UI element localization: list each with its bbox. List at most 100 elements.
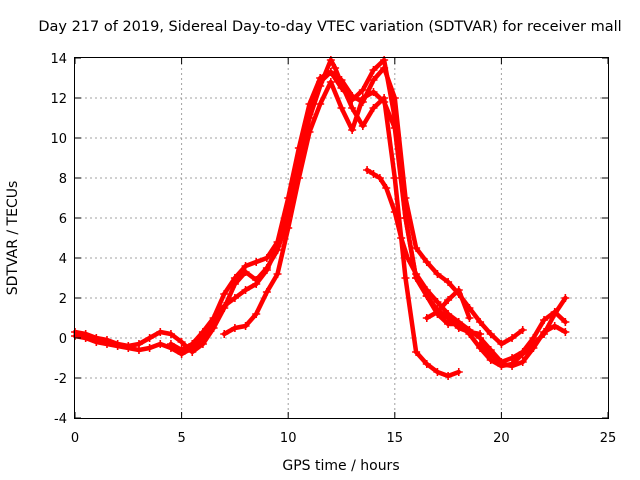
data-point <box>550 322 559 330</box>
data-point <box>561 294 570 302</box>
data-point <box>433 298 442 306</box>
y-tick-label: 12 <box>50 92 67 107</box>
data-point <box>486 330 495 338</box>
data-point <box>412 244 421 252</box>
data-point <box>326 68 335 76</box>
data-point <box>550 308 559 316</box>
data-point <box>273 270 282 278</box>
data-point <box>369 76 378 84</box>
data-point <box>252 258 261 266</box>
data-point <box>444 310 453 318</box>
data-point <box>476 340 485 348</box>
y-tick-label: 0 <box>59 332 67 347</box>
series-line-2 <box>72 57 483 355</box>
data-point <box>230 324 239 332</box>
data-point <box>316 100 325 108</box>
data-point <box>337 76 346 84</box>
data-point <box>380 98 389 106</box>
data-point <box>358 122 367 130</box>
data-point <box>412 270 421 278</box>
data-point <box>316 74 325 82</box>
data-point <box>166 340 175 348</box>
data-point <box>156 340 165 348</box>
data-point <box>454 318 463 326</box>
data-point <box>177 346 186 354</box>
data-point <box>529 334 538 342</box>
data-point <box>433 308 442 316</box>
data-point <box>220 290 229 298</box>
data-point <box>422 286 431 294</box>
data-point <box>220 304 229 312</box>
data-point <box>540 328 549 336</box>
data-point <box>369 66 378 74</box>
data-point <box>305 128 314 136</box>
y-tick-label: 4 <box>59 252 67 267</box>
data-point <box>397 234 406 242</box>
chart-title: Day 217 of 2019, Sidereal Day-to-day VTE… <box>38 19 621 35</box>
series-group <box>71 56 570 380</box>
data-point <box>102 336 111 344</box>
data-point <box>92 334 101 342</box>
data-point <box>380 64 389 72</box>
data-point <box>252 310 261 318</box>
data-point <box>444 320 453 328</box>
data-point <box>486 350 495 358</box>
data-point <box>497 360 506 368</box>
data-point <box>382 184 391 192</box>
data-point <box>390 94 399 102</box>
data-point <box>262 264 271 272</box>
data-point <box>294 144 303 152</box>
data-point <box>444 372 453 380</box>
data-point <box>422 314 431 322</box>
data-point <box>403 254 412 262</box>
data-point <box>369 104 378 112</box>
data-point <box>262 288 271 296</box>
x-axis-label: GPS time / hours <box>282 458 399 474</box>
data-point <box>476 318 485 326</box>
y-tick-label: -2 <box>54 372 67 387</box>
data-point <box>177 338 186 346</box>
data-point <box>145 344 154 352</box>
data-point <box>518 348 527 356</box>
data-point <box>81 330 90 338</box>
data-point <box>508 354 517 362</box>
data-point <box>262 254 271 262</box>
data-point <box>348 92 357 100</box>
data-point <box>363 166 372 174</box>
data-point <box>444 278 453 286</box>
x-tick-label: 15 <box>387 431 404 446</box>
data-point <box>331 64 340 72</box>
data-point <box>401 274 410 282</box>
data-point <box>454 286 463 294</box>
data-point <box>433 368 442 376</box>
data-point <box>422 360 431 368</box>
y-tick-label: 2 <box>59 292 67 307</box>
data-point <box>145 334 154 342</box>
data-point <box>358 94 367 102</box>
data-point <box>369 88 378 96</box>
data-point <box>508 334 517 342</box>
data-point <box>198 340 207 348</box>
data-point <box>188 348 197 356</box>
data-point <box>412 348 421 356</box>
data-point <box>284 194 293 202</box>
data-point <box>284 224 293 232</box>
y-axis-label: SDTVAR / TECUs <box>5 181 21 296</box>
y-tick-label: -4 <box>54 412 67 427</box>
data-point <box>252 276 261 284</box>
data-point <box>348 126 357 134</box>
data-point <box>156 328 165 336</box>
data-point <box>375 174 384 182</box>
data-point <box>241 286 250 294</box>
data-point <box>390 174 399 182</box>
data-point <box>561 318 570 326</box>
data-point <box>198 328 207 336</box>
data-point <box>305 100 314 108</box>
data-point <box>337 104 346 112</box>
y-tick-label: 8 <box>59 172 67 187</box>
data-point <box>369 170 378 178</box>
x-tick-label: 20 <box>493 431 510 446</box>
data-point <box>508 362 517 370</box>
data-point <box>454 368 463 376</box>
